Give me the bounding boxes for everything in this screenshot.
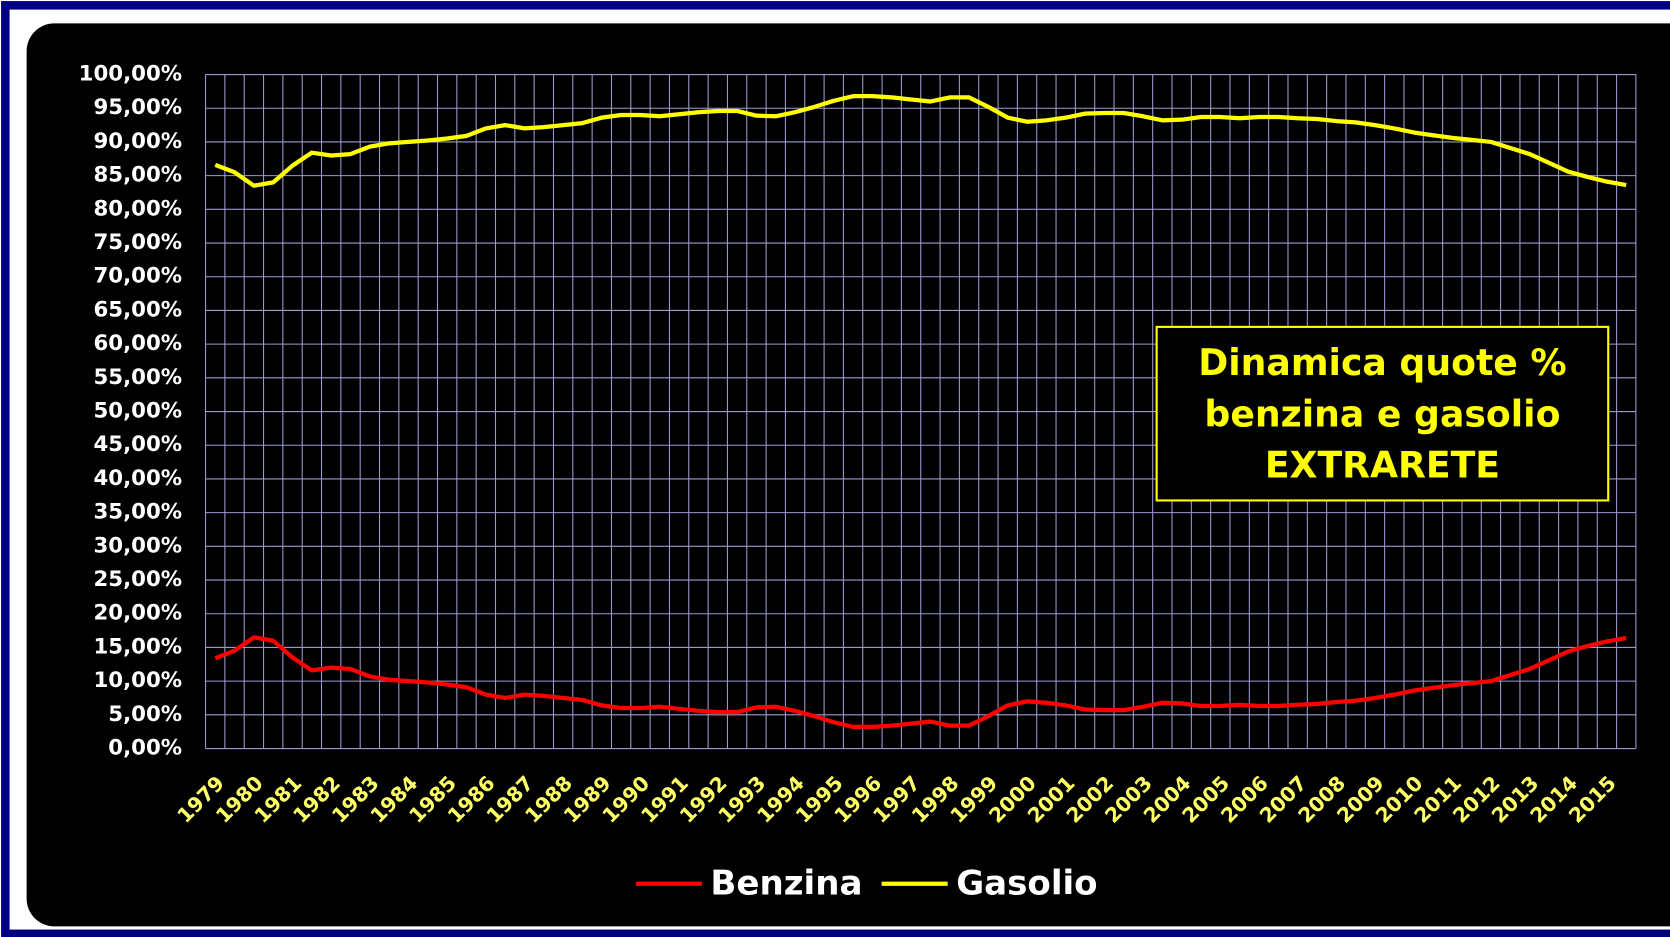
y-tick-label: 45,00%: [93, 432, 182, 457]
annotation: EXTRARETE: [1265, 443, 1500, 486]
annotation: benzina e gasolio: [1204, 392, 1560, 435]
y-tick-label: 55,00%: [93, 365, 182, 390]
y-tick-label: 80,00%: [93, 196, 182, 221]
lines: [214, 94, 1627, 730]
y-tick-label: 90,00%: [93, 129, 182, 154]
y-tick-label: 40,00%: [93, 466, 182, 491]
y-tick-label: 20,00%: [93, 601, 182, 626]
annotation: Dinamica quote %: [1198, 341, 1566, 384]
y-tick-label: 60,00%: [93, 331, 182, 356]
y-tick-label: 15,00%: [93, 634, 182, 659]
legend-label: Benzina: [710, 863, 862, 903]
series-line: [214, 94, 1627, 188]
y-tick-label: 50,00%: [93, 399, 182, 424]
y-tick-label: 25,00%: [93, 567, 182, 592]
y-tick-label: 0,00%: [108, 736, 182, 761]
annotation-box: [1155, 325, 1610, 502]
y-tick-label: 65,00%: [93, 297, 182, 322]
series-line: [214, 635, 1627, 730]
y-tick-label: 95,00%: [93, 95, 182, 120]
y-tick-label: 10,00%: [93, 668, 182, 693]
y-tick-label: 30,00%: [93, 533, 182, 558]
y-tick-label: 75,00%: [93, 230, 182, 255]
y-tick-label: 35,00%: [93, 500, 182, 525]
legend-label: Gasolio: [956, 863, 1097, 903]
y-tick-label: 5,00%: [108, 702, 182, 727]
legend: Benzina Gasolio: [635, 863, 1098, 903]
y-tick-label: 100,00%: [79, 62, 182, 87]
y-tick-label: 85,00%: [93, 163, 182, 188]
y-tick-label: 70,00%: [93, 264, 182, 289]
